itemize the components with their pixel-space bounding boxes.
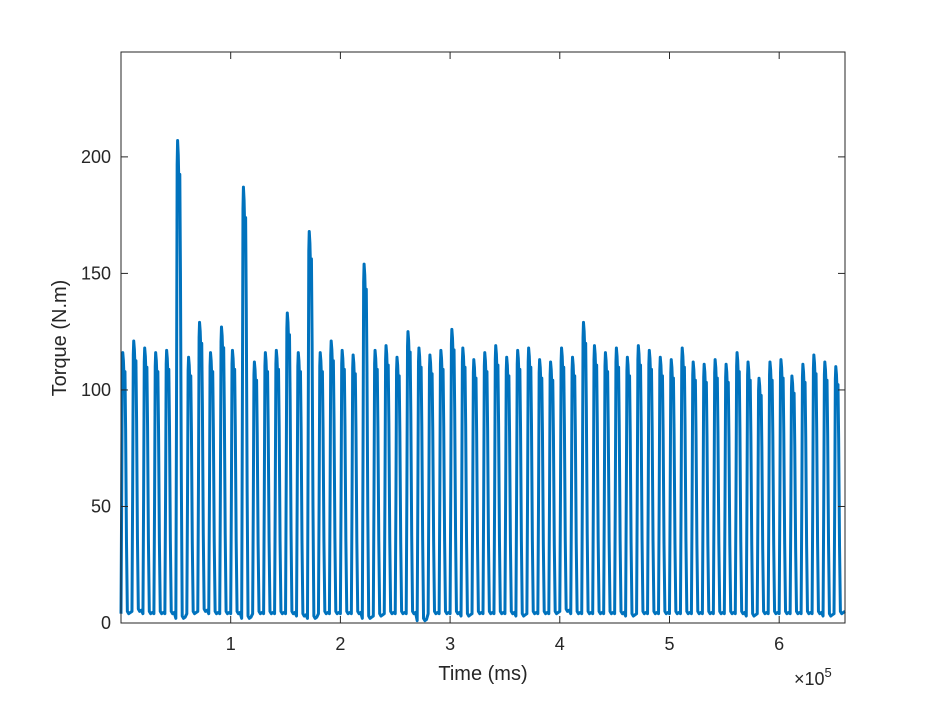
x-tick-label: 4 — [555, 634, 565, 654]
x-axis-exponent: ×105 — [794, 665, 832, 689]
plot-box — [120, 51, 846, 624]
x-tick-label: 2 — [335, 634, 345, 654]
x-axis-label: Time (ms) — [438, 663, 527, 685]
x-axis-ticks: 1 2 3 4 5 6 — [226, 52, 784, 654]
y-tick-label: 50 — [91, 496, 111, 516]
y-tick-label: 100 — [81, 380, 111, 400]
x-tick-label: 3 — [445, 634, 455, 654]
y-tick-label: 200 — [81, 147, 111, 167]
y-tick-label: 0 — [101, 613, 111, 633]
torque-series-line — [119, 139, 846, 623]
y-axis-label: Torque (N.m) — [49, 280, 71, 397]
x-tick-label: 1 — [226, 634, 236, 654]
y-axis-ticks: 0 50 100 150 200 — [81, 147, 845, 633]
x-exponent-base: ×10 — [794, 669, 825, 689]
x-tick-label: 6 — [774, 634, 784, 654]
y-tick-label: 150 — [81, 263, 111, 283]
x-exponent-power: 5 — [825, 665, 832, 680]
x-tick-label: 5 — [664, 634, 674, 654]
series-layer — [119, 139, 846, 623]
